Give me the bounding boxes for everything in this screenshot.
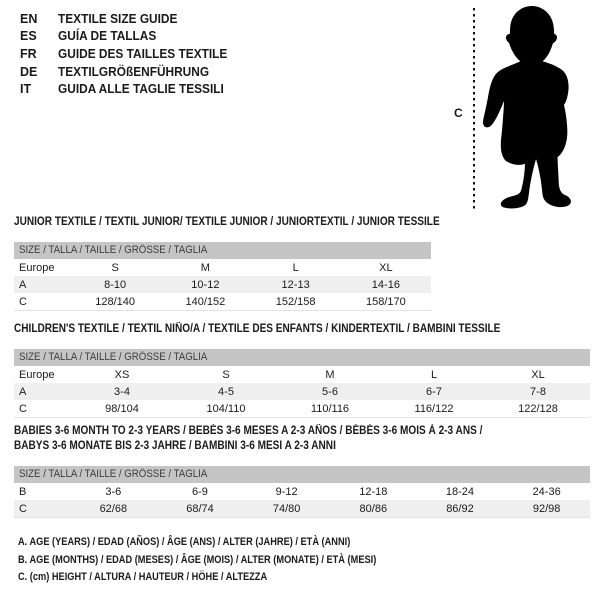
size-header-bar: SIZE / TALLA / TAILLE / GRÖSSE / TAGLIA bbox=[14, 242, 431, 259]
size-cell: 74/80 bbox=[272, 502, 301, 515]
toddler-silhouette-path bbox=[482, 6, 571, 209]
size-cell: 140/152 bbox=[185, 295, 226, 308]
size-cell: 18-24 bbox=[445, 485, 475, 498]
size-cell: 8-10 bbox=[104, 278, 127, 291]
size-cell: 116/122 bbox=[414, 402, 454, 415]
language-title: GUIDE DES TAILLES TEXTILE bbox=[58, 46, 228, 61]
language-code: EN bbox=[20, 11, 38, 26]
table-row: Europe XS S M L XL bbox=[14, 366, 590, 383]
size-cell: M bbox=[200, 261, 210, 274]
language-title: TEXTILE SIZE GUIDE bbox=[58, 11, 178, 26]
size-cell: 3-6 bbox=[105, 485, 122, 498]
size-cell: XL bbox=[379, 261, 393, 274]
table-row: Europe S M L XL bbox=[14, 259, 431, 276]
size-cell: S bbox=[111, 261, 119, 274]
size-cell: 12-18 bbox=[359, 485, 388, 498]
size-cell: L bbox=[430, 368, 438, 381]
footnotes: A. AGE (YEARS) / EDAD (AÑOS) / ÂGE (ANS)… bbox=[18, 534, 445, 587]
size-cell: 3-4 bbox=[114, 385, 130, 398]
height-measure-label: C bbox=[454, 106, 463, 120]
table-row: C 62/68 68/74 74/80 80/86 86/92 92/98 bbox=[14, 500, 590, 518]
size-table: Europe S M L XL A 8-10 10-12 12-13 14-16 C 128/140 1… bbox=[14, 259, 431, 311]
size-cell: 152/158 bbox=[275, 295, 316, 308]
row-label: A bbox=[19, 385, 27, 398]
size-cell: 92/98 bbox=[532, 502, 561, 515]
language-row: DE TEXTILGRÖßENFÜHRUNG bbox=[20, 63, 236, 81]
row-label: Europe bbox=[19, 368, 55, 381]
table-row: A 3-4 4-5 5-6 6-7 7-8 bbox=[14, 383, 590, 400]
size-header-text: SIZE / TALLA / TAILLE / GRÖSSE / TAGLIA bbox=[19, 244, 208, 256]
size-cell: 104/110 bbox=[206, 402, 246, 415]
size-cell: 98/104 bbox=[105, 402, 139, 415]
size-cell: XL bbox=[531, 368, 545, 381]
size-header-text: SIZE / TALLA / TAILLE / GRÖSSE / TAGLIA bbox=[19, 468, 208, 480]
row-label: A bbox=[19, 278, 27, 291]
size-cell: 80/86 bbox=[359, 502, 388, 515]
language-title: TEXTILGRÖßENFÜHRUNG bbox=[58, 64, 210, 79]
language-code: IT bbox=[20, 82, 32, 97]
table-title: JUNIOR TEXTILE / TEXTIL JUNIOR/ TEXTILE … bbox=[14, 216, 440, 228]
size-table-section: CHILDREN'S TEXTILE / TEXTIL NIÑO/A / TEX… bbox=[14, 322, 590, 418]
size-table-section: JUNIOR TEXTILE / TEXTIL JUNIOR/ TEXTILE … bbox=[14, 215, 440, 311]
toddler-silhouette-icon bbox=[482, 6, 571, 209]
size-cell: S bbox=[222, 368, 230, 381]
size-cell: 12-13 bbox=[281, 278, 310, 291]
size-cell: 14-16 bbox=[371, 278, 400, 291]
footnote: B. AGE (MONTHS) / EDAD (MESES) / ÂGE (MO… bbox=[18, 553, 377, 566]
size-header-text: SIZE / TALLA / TAILLE / GRÖSSE / TAGLIA bbox=[19, 351, 208, 363]
size-cell: 24-36 bbox=[532, 485, 561, 498]
size-table-section: BABIES 3-6 MONTH TO 2-3 YEARS / BEBÉS 3-… bbox=[14, 424, 590, 518]
size-cell: 68/74 bbox=[186, 502, 214, 515]
table-row: A 8-10 10-12 12-13 14-16 bbox=[14, 276, 431, 293]
table-title: CHILDREN'S TEXTILE / TEXTIL NIÑO/A / TEX… bbox=[14, 323, 501, 335]
language-row: EN TEXTILE SIZE GUIDE bbox=[20, 10, 236, 28]
size-cell: XS bbox=[114, 368, 130, 381]
size-cell: 86/92 bbox=[446, 502, 474, 515]
size-table: Europe XS S M L XL A 3-4 4-5 5-6 6-7 7-8 C 98/104 104/… bbox=[14, 366, 590, 418]
size-cell: 9-12 bbox=[275, 485, 298, 498]
size-cell: 6-7 bbox=[426, 385, 442, 398]
size-cell: 62/68 bbox=[99, 502, 128, 515]
height-measure-dashed-line bbox=[473, 8, 475, 212]
row-label: Europe bbox=[19, 261, 55, 274]
footnote: A. AGE (YEARS) / EDAD (AÑOS) / ÂGE (ANS)… bbox=[18, 536, 351, 548]
size-cell: L bbox=[292, 261, 299, 274]
language-row: FR GUIDE DES TAILLES TEXTILE bbox=[20, 45, 236, 63]
row-label: C bbox=[19, 502, 27, 515]
size-cell: 7-8 bbox=[530, 385, 546, 398]
size-cell: 158/170 bbox=[365, 295, 406, 308]
table-row: C 98/104 104/110 110/116 116/122 122/128 bbox=[14, 400, 590, 418]
size-cell: 128/140 bbox=[95, 295, 135, 308]
size-cell: 110/116 bbox=[310, 402, 350, 415]
size-header-bar: SIZE / TALLA / TAILLE / GRÖSSE / TAGLIA bbox=[14, 466, 590, 483]
size-cell: 4-5 bbox=[218, 385, 234, 398]
size-cell: M bbox=[325, 368, 335, 381]
footnote: C. (cm) HEIGHT / ALTURA / HAUTEUR / HÖHE… bbox=[18, 571, 268, 583]
language-title: GUIDA ALLE TAGLIE TESSILI bbox=[58, 82, 224, 97]
language-code: FR bbox=[20, 46, 37, 61]
language-row: ES GUÍA DE TALLAS bbox=[20, 28, 236, 46]
row-label: B bbox=[19, 485, 27, 498]
size-table: B 3-6 6-9 9-12 12-18 18-24 24-36 C 62/68 68/74 74/… bbox=[14, 483, 590, 518]
row-label: C bbox=[19, 295, 27, 308]
language-list: EN TEXTILE SIZE GUIDE ES GUÍA DE TALLAS FR GU… bbox=[20, 10, 236, 98]
table-title: BABYS 3-6 MONATE BIS 2-3 JAHRE / BAMBINI… bbox=[14, 440, 336, 452]
table-row: B 3-6 6-9 9-12 12-18 18-24 24-36 bbox=[14, 483, 590, 500]
size-cell: 6-9 bbox=[192, 485, 208, 498]
size-cell: 10-12 bbox=[191, 278, 220, 291]
language-row: IT GUIDA ALLE TAGLIE TESSILI bbox=[20, 80, 236, 98]
table-row: C 128/140 140/152 152/158 158/170 bbox=[14, 293, 431, 311]
size-cell: 5-6 bbox=[322, 385, 338, 398]
table-title: BABIES 3-6 MONTH TO 2-3 YEARS / BEBÉS 3-… bbox=[14, 425, 483, 437]
row-label: C bbox=[19, 402, 27, 415]
language-title: GUÍA DE TALLAS bbox=[58, 29, 157, 44]
size-cell: 122/128 bbox=[518, 402, 558, 415]
language-code: DE bbox=[20, 64, 38, 79]
size-header-bar: SIZE / TALLA / TAILLE / GRÖSSE / TAGLIA bbox=[14, 349, 590, 366]
language-code: ES bbox=[20, 29, 37, 44]
